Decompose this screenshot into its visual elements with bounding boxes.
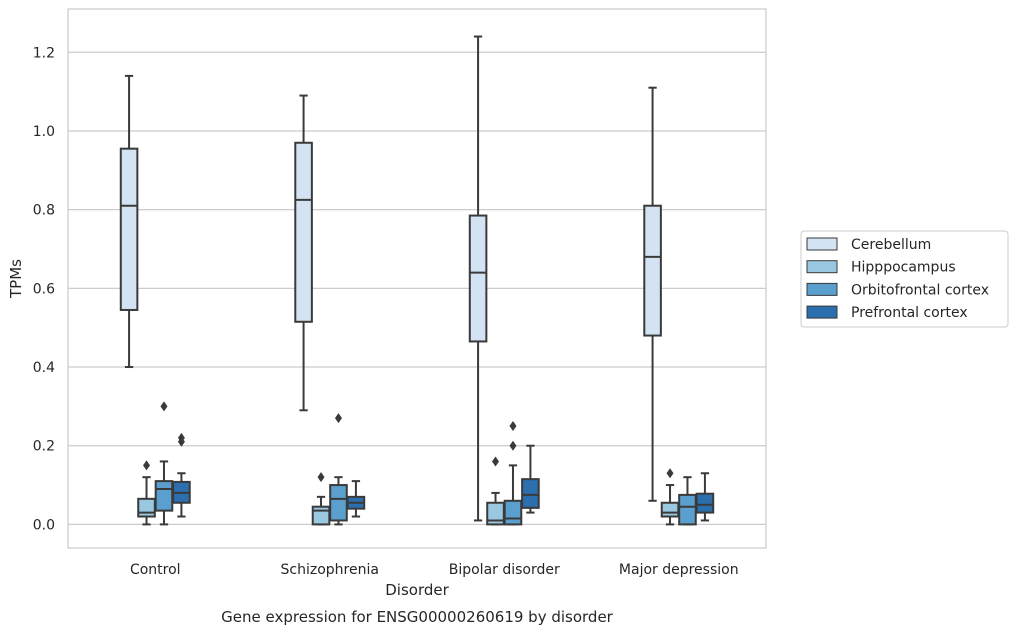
y-axis-tick-labels: 0.0 0.2 0.4 0.6 0.8 1.0 1.2: [33, 45, 55, 533]
box: [137, 460, 156, 526]
box-body: [660, 501, 680, 518]
y-tick-label: 0.4: [33, 360, 55, 376]
box-body: [329, 484, 348, 522]
legend: Cerebellum Hipppocampus Orbitofrontal cort…: [800, 230, 1009, 328]
box-body: [154, 480, 174, 512]
box-body: [137, 497, 156, 518]
outlier-point: [143, 460, 151, 471]
outlier-point: [509, 421, 517, 432]
box: [329, 413, 348, 526]
box-body: [119, 147, 139, 311]
legend-item: Prefrontal cortex: [806, 305, 968, 321]
box: [311, 472, 331, 526]
legend-item: Orbitofrontal cortex: [806, 282, 989, 298]
box: [486, 456, 505, 526]
box-body: [294, 141, 313, 323]
x-tick-label: Major depression: [619, 562, 739, 578]
y-tick-label: 0.6: [33, 281, 55, 297]
box-series: [119, 35, 715, 526]
y-tick-label: 1.0: [33, 124, 55, 140]
series-orbitofrontal-cortex: [154, 401, 697, 526]
box: [119, 74, 139, 369]
legend-label: Orbitofrontal cortex: [851, 282, 989, 298]
box: [346, 480, 366, 518]
box-body: [521, 478, 540, 509]
box: [468, 35, 488, 522]
x-tick-label: Bipolar disorder: [449, 562, 560, 578]
gridlines: [68, 51, 766, 526]
outlier-point: [317, 472, 325, 483]
box: [521, 444, 540, 514]
x-axis-title: Disorder: [385, 581, 449, 599]
x-axis-tick-labels: Control Schizophrenia Bipolar disorder Majo…: [130, 562, 739, 578]
box: [154, 401, 174, 526]
outlier-point: [509, 440, 517, 451]
box: [503, 421, 523, 526]
box: [660, 468, 680, 526]
legend-label: Prefrontal cortex: [851, 305, 968, 321]
series-hipppocampus: [137, 456, 680, 526]
x-tick-label: Control: [130, 562, 181, 578]
box: [643, 86, 662, 502]
outlier-point: [492, 456, 500, 467]
outlier-point: [334, 413, 342, 424]
series-cerebellum: [119, 35, 662, 522]
box-body: [503, 499, 523, 526]
box: [695, 472, 715, 522]
legend-frame: [800, 230, 1009, 328]
box-body: [311, 505, 331, 526]
x-tick-label: Schizophrenia: [281, 562, 379, 578]
legend-swatch: [806, 260, 838, 274]
box-body: [695, 492, 715, 514]
box-body: [678, 493, 697, 526]
y-axis-title: TPMs: [7, 259, 25, 299]
box: [294, 94, 313, 412]
outlier-point: [666, 468, 674, 479]
legend-item: Hipppocampus: [806, 260, 956, 276]
box: [172, 432, 191, 518]
legend-label: Cerebellum: [851, 237, 931, 253]
y-tick-label: 0.0: [33, 517, 55, 533]
box-body: [468, 214, 488, 343]
y-tick-label: 1.2: [33, 45, 55, 61]
outlier-point: [160, 401, 168, 412]
chart-title: Gene expression for ENSG00000260619 by d…: [221, 608, 614, 626]
legend-swatch: [806, 305, 838, 319]
legend-swatch: [806, 237, 838, 251]
box: [678, 476, 697, 526]
y-tick-label: 0.2: [33, 439, 55, 455]
box-body: [643, 204, 662, 337]
outlier-point: [177, 432, 185, 443]
y-tick-label: 0.8: [33, 203, 55, 219]
plot-area-frame: [67, 8, 767, 549]
legend-item: Cerebellum: [806, 237, 931, 253]
series-prefrontal-cortex: [172, 432, 715, 522]
legend-label: Hipppocampus: [851, 260, 956, 276]
legend-swatch: [806, 282, 838, 296]
